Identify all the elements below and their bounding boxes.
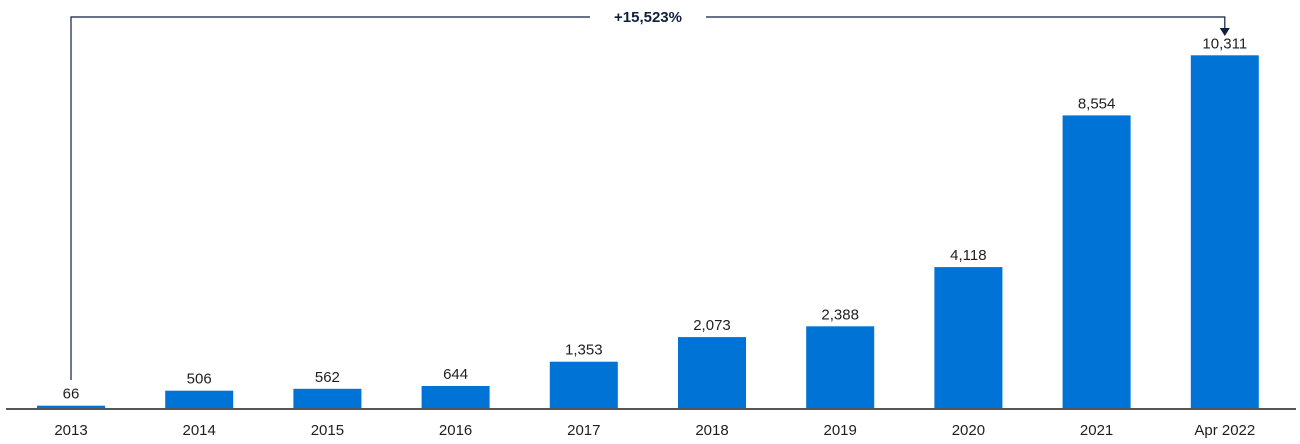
bar-2014 <box>165 390 234 408</box>
tick-label-2021: 2021 <box>1080 422 1113 439</box>
value-label-apr-2022: 10,311 <box>1202 35 1247 52</box>
value-label-2016: 644 <box>443 366 468 383</box>
tick-label-2018: 2018 <box>695 422 728 439</box>
bars-group <box>37 55 1259 409</box>
bar-2013 <box>37 405 105 408</box>
growth-arrow-head <box>1219 28 1230 36</box>
value-label-2014: 506 <box>187 371 212 388</box>
value-labels-group: 66 506 562 644 1,353 2,073 2,388 4,118 8,554 10,3… <box>63 35 1248 402</box>
growth-annotation: +15,523% <box>70 9 1230 380</box>
value-label-2017: 1,353 <box>565 342 603 359</box>
value-label-2018: 2,073 <box>693 317 731 334</box>
tick-label-apr-2022: Apr 2022 <box>1194 422 1255 439</box>
bar-2016 <box>421 386 490 408</box>
growth-percentage-label: +15,523% <box>614 9 682 26</box>
bar-2019 <box>806 326 875 408</box>
tick-label-2013: 2013 <box>54 422 87 439</box>
value-label-2015: 562 <box>315 369 340 386</box>
bar-2021 <box>1062 115 1131 409</box>
bar-2018 <box>678 337 746 408</box>
value-label-2013: 66 <box>63 386 80 403</box>
bar-2015 <box>293 388 362 408</box>
tick-label-2015: 2015 <box>311 422 344 439</box>
bar-apr-2022 <box>1190 55 1259 409</box>
tick-label-2016: 2016 <box>439 422 472 439</box>
value-label-2019: 2,388 <box>821 306 859 323</box>
growth-bracket-right <box>706 16 1226 30</box>
value-label-2020: 4,118 <box>950 247 986 264</box>
bar-2017 <box>549 361 618 408</box>
tick-label-2017: 2017 <box>567 422 600 439</box>
x-tick-labels-group: 2013 2014 2015 2016 2017 2018 2019 2020 2021 Apr … <box>54 422 1255 439</box>
tick-label-2020: 2020 <box>952 422 985 439</box>
bar-2020 <box>934 267 1003 408</box>
growth-bracket-left <box>70 16 590 380</box>
value-label-2021: 8,554 <box>1078 95 1116 112</box>
tick-label-2014: 2014 <box>183 422 216 439</box>
tick-label-2019: 2019 <box>824 422 857 439</box>
